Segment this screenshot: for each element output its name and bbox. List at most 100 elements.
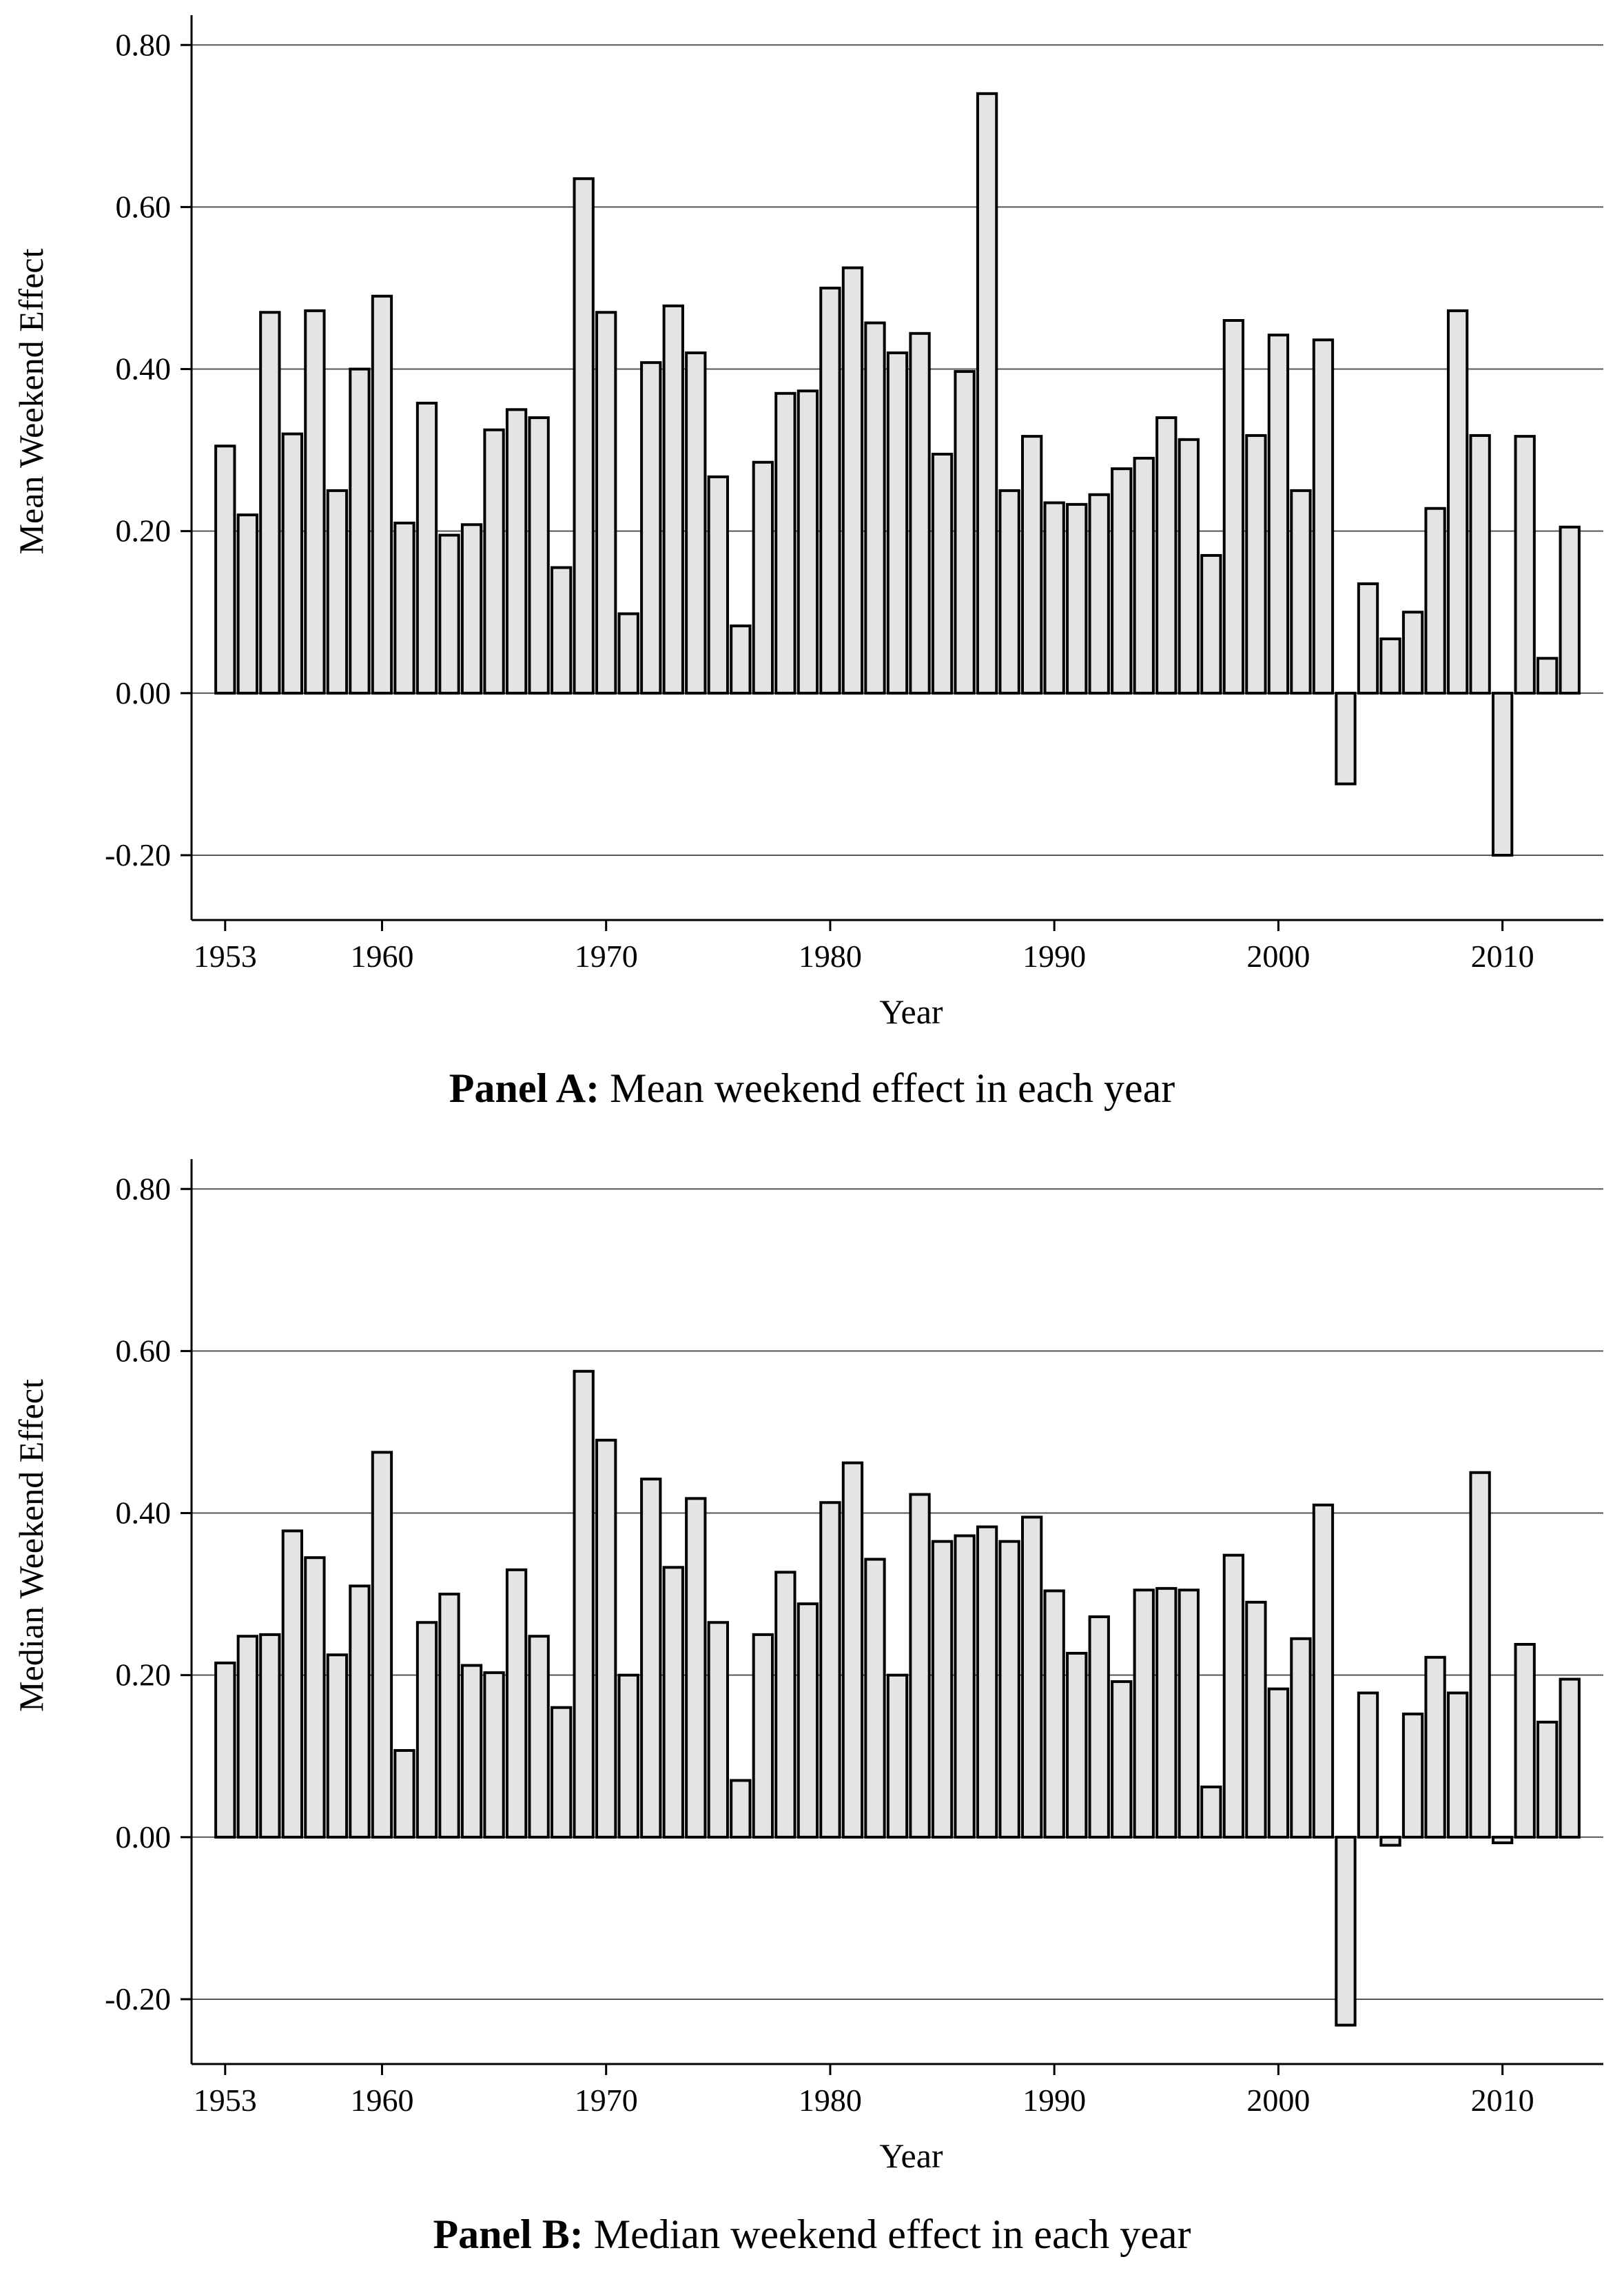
x-tick-label: 1970 (575, 939, 638, 974)
bar-2009 (1469, 1471, 1491, 1839)
x-tick-label: 1953 (194, 2083, 257, 2118)
bar-1988 (998, 1540, 1020, 1839)
bar-1970 (595, 311, 617, 695)
bar-1993 (1111, 1680, 1133, 1839)
bar-1963 (438, 1593, 460, 1839)
bar-2004 (1357, 582, 1379, 695)
x-tick-label: 1980 (799, 2083, 862, 2118)
bar-1983 (886, 1673, 909, 1839)
x-tick-label: 2000 (1246, 2083, 1310, 2118)
bar-1977 (752, 460, 774, 695)
bar-1956 (281, 432, 304, 695)
bar-1957 (304, 309, 326, 695)
bar-1966 (505, 408, 528, 695)
bar-1997 (1200, 553, 1222, 695)
bar-1989 (1020, 1515, 1043, 1839)
bar-1998 (1222, 319, 1245, 695)
panel-a: -0.20 0.00 0.20 0.40 0.60 0.80 1953 1960 1970 198… (0, 15, 1624, 1112)
bar-1955 (259, 1633, 281, 1839)
bar-1954 (236, 513, 258, 695)
bar-1993 (1111, 467, 1133, 695)
bar-1966 (505, 1568, 528, 1839)
panel-b-caption-text: Median weekend effect in each year (583, 2212, 1191, 2257)
bar-2007 (1424, 507, 1446, 695)
x-axis-title: Year (879, 2136, 943, 2175)
x-tick-label: 1980 (799, 939, 862, 974)
bar-1987 (976, 1525, 998, 1839)
bar-1991 (1066, 502, 1088, 695)
median-weekend-effect-chart: -0.20 0.00 0.20 0.40 0.60 0.80 1953 1960 1970 198… (12, 1159, 1603, 2175)
bar-1985 (931, 1540, 954, 1839)
bar-1973 (662, 1566, 684, 1839)
y-tick-label: 0.80 (116, 27, 172, 62)
bar-2008 (1446, 309, 1469, 695)
bar-1990 (1043, 1589, 1065, 1839)
bar-1954 (236, 1635, 258, 1839)
x-axis-title: Year (879, 992, 943, 1031)
bar-1979 (796, 1602, 819, 1839)
bar-1994 (1133, 1589, 1155, 1839)
bar-2002 (1312, 1503, 1335, 1839)
bar-1985 (931, 452, 954, 695)
bar-1990 (1043, 501, 1065, 695)
bar-2008 (1446, 1691, 1469, 1839)
bar-1958 (326, 1653, 349, 1839)
bar-1965 (483, 428, 505, 695)
bar-2001 (1290, 489, 1312, 695)
bar-1964 (460, 1664, 483, 1839)
bar-2000 (1267, 334, 1290, 695)
bar-1992 (1088, 493, 1110, 695)
bar-1967 (528, 416, 550, 695)
mean-weekend-effect-chart: -0.20 0.00 0.20 0.40 0.60 0.80 1953 1960 1970 198… (12, 15, 1603, 1031)
bar-1964 (460, 523, 483, 695)
bar-2005 (1379, 637, 1401, 695)
bar-2009 (1469, 433, 1491, 695)
bar-2003 (1335, 1835, 1357, 2027)
bar-1973 (662, 304, 684, 695)
bar-1998 (1222, 1553, 1245, 1839)
bar-1995 (1155, 1586, 1178, 1839)
bar-1995 (1155, 416, 1178, 695)
bar-2012 (1536, 657, 1559, 695)
x-tick-label: 1960 (350, 2083, 413, 2118)
bar-1962 (415, 401, 438, 695)
bar-1984 (909, 1493, 931, 1839)
bar-1999 (1245, 1600, 1267, 1839)
bar-1972 (640, 361, 662, 695)
bar-2000 (1267, 1687, 1290, 1839)
bar-1957 (304, 1556, 326, 1839)
y-tick-label: 0.80 (116, 1171, 172, 1206)
y-tick-label: -0.20 (105, 1981, 171, 2016)
bar-1958 (326, 489, 349, 695)
bar-1961 (393, 1749, 415, 1839)
bar-1953 (214, 1662, 236, 1839)
y-tick-label: -0.20 (105, 837, 171, 872)
x-tick-label: 1960 (350, 939, 413, 974)
bar-2010 (1491, 691, 1514, 857)
bar-1960 (371, 1451, 393, 1839)
bar-2013 (1559, 1677, 1581, 1839)
y-tick-label: 0.60 (116, 189, 172, 224)
panel-b-caption-label: Panel B: (433, 2212, 584, 2257)
y-tick-label: 0.40 (116, 351, 172, 387)
bar-1962 (415, 1621, 438, 1839)
bar-1956 (281, 1529, 304, 1839)
panel-a-caption: Panel A: Mean weekend effect in each yea… (0, 1065, 1624, 1112)
bar-1982 (864, 1557, 886, 1839)
panel-b: -0.20 0.00 0.20 0.40 0.60 0.80 1953 1960 1970 198… (0, 1144, 1624, 2288)
bar-2004 (1357, 1691, 1379, 1839)
bar-1976 (730, 1779, 752, 1839)
bar-1969 (573, 1369, 595, 1839)
bar-1959 (349, 367, 371, 695)
y-tick-label: 0.00 (116, 675, 172, 711)
bar-1991 (1066, 1651, 1088, 1839)
bar-1992 (1088, 1615, 1110, 1839)
bar-1960 (371, 294, 393, 695)
bar-1980 (819, 1501, 841, 1839)
bar-1963 (438, 533, 460, 695)
bar-1986 (954, 370, 976, 695)
bar-1971 (617, 612, 639, 695)
y-axis-title: Mean Weekend Effect (12, 248, 50, 554)
bar-1971 (617, 1673, 639, 1839)
bar-2003 (1335, 691, 1357, 786)
